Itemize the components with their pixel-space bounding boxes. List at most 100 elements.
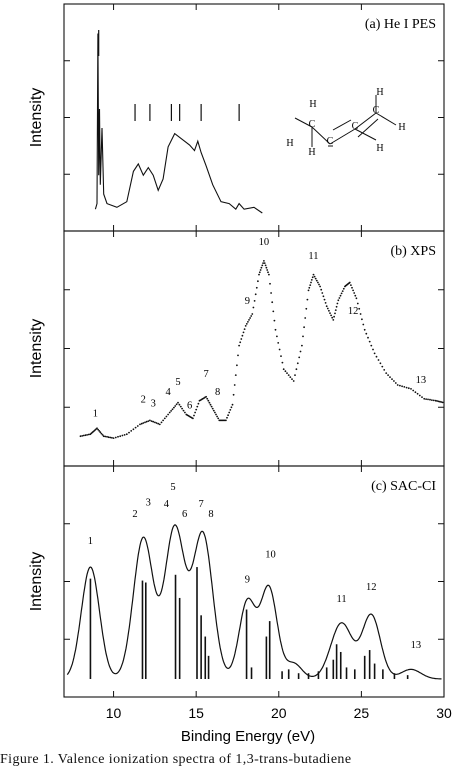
- xps-data-point: [255, 286, 258, 289]
- xps-data-point: [197, 402, 200, 405]
- xps-data-point: [245, 323, 248, 325]
- xps-data-point: [171, 408, 174, 411]
- xps-data-point: [267, 271, 269, 274]
- xps-data-point: [96, 427, 98, 430]
- xps-data-point: [441, 401, 444, 404]
- xps-data-point: [318, 283, 320, 286]
- xps-data-point: [177, 401, 179, 404]
- xps-data-point: [326, 307, 329, 310]
- xps-data-point: [278, 348, 281, 351]
- xps-data-point: [335, 305, 338, 308]
- xps-data-point: [211, 407, 214, 410]
- xps-data-point: [381, 365, 384, 368]
- xps-data-point: [79, 435, 82, 438]
- xps-data-point: [389, 376, 391, 378]
- xps-data-point: [258, 273, 260, 276]
- xps-data-point: [258, 271, 261, 274]
- xps-data-point: [238, 344, 241, 347]
- xps-data-point: [312, 273, 315, 276]
- peak-label: 5: [175, 377, 180, 388]
- xps-data-point: [193, 414, 195, 417]
- xps-data-point: [168, 411, 171, 414]
- xps-data-point: [205, 395, 208, 398]
- xps-data-point: [427, 398, 429, 401]
- xps-data-point: [308, 286, 311, 289]
- panel-title: (b) XPS: [390, 244, 436, 259]
- xps-data-point: [232, 393, 235, 396]
- xps-data-point: [379, 362, 382, 365]
- peak-label: 2: [132, 509, 137, 520]
- xps-data-point: [109, 436, 112, 439]
- xps-data-point: [144, 421, 146, 424]
- xps-data-point: [328, 309, 330, 312]
- xps-data-point: [98, 430, 101, 432]
- xps-data-point: [332, 319, 335, 321]
- xps-data-point: [260, 266, 263, 269]
- xps-data-point: [410, 388, 412, 390]
- xps-data-point: [175, 403, 178, 406]
- xps-data-point: [425, 398, 427, 400]
- xps-data-point: [429, 398, 431, 401]
- x-tick-label: 20: [271, 705, 287, 721]
- peak-label: 6: [187, 401, 192, 412]
- atom-label: H: [308, 147, 315, 158]
- xps-data-point: [298, 356, 301, 359]
- xps-data-point: [247, 321, 249, 323]
- xps-data-point: [117, 435, 119, 438]
- xps-data-point: [334, 309, 337, 311]
- peak-label: 4: [164, 499, 170, 510]
- xps-data-point: [412, 389, 415, 392]
- xps-data-point: [322, 295, 325, 298]
- xps-data-point: [317, 281, 319, 284]
- xps-data-point: [339, 294, 342, 297]
- xps-data-point: [372, 348, 374, 351]
- xps-data-point: [206, 397, 209, 400]
- xps-data-point: [165, 415, 168, 418]
- xps-data-point: [373, 352, 376, 355]
- xps-data-point: [418, 394, 421, 397]
- xps-data-point: [209, 403, 212, 406]
- xps-data-point: [323, 298, 326, 301]
- xps-data-point: [350, 284, 352, 286]
- xps-data-point: [155, 422, 158, 424]
- molecule-bond: [354, 112, 377, 130]
- xps-data-point: [423, 397, 426, 400]
- peak-label: 11: [337, 594, 347, 605]
- xps-data-point: [403, 386, 406, 388]
- molecule-bond: [329, 128, 356, 145]
- xps-data-point: [248, 319, 250, 321]
- xps-data-point: [284, 370, 287, 373]
- xps-data-point: [361, 318, 363, 321]
- xps-data-point: [385, 372, 388, 374]
- xps-data-point: [123, 434, 126, 436]
- atom-label: C: [373, 105, 380, 116]
- xps-data-point: [292, 380, 295, 382]
- xps-data-point: [365, 332, 368, 335]
- xps-data-point: [234, 374, 237, 376]
- xps-data-point: [104, 435, 107, 438]
- xps-data-point: [262, 262, 264, 264]
- xps-data-point: [214, 411, 216, 414]
- xps-data-point: [306, 298, 309, 301]
- peak-label: 8: [215, 387, 220, 398]
- xps-data-point: [269, 282, 271, 285]
- peak-label: 1: [93, 408, 98, 419]
- xps-data-point: [399, 384, 401, 387]
- xps-data-point: [259, 269, 262, 271]
- xps-data-point: [338, 297, 341, 299]
- xps-data-point: [273, 319, 276, 322]
- xps-data-point: [351, 286, 353, 289]
- xps-data-point: [289, 376, 292, 378]
- xps-data-point: [336, 302, 339, 305]
- xps-data-point: [252, 306, 255, 309]
- xps-data-point: [296, 362, 299, 365]
- xps-data-point: [325, 305, 328, 308]
- xps-data-point: [358, 307, 361, 310]
- xps-data-point: [257, 280, 259, 283]
- panel-frame: [63, 230, 445, 467]
- panel-title: (a) He I PES: [365, 17, 436, 32]
- xps-data-point: [227, 414, 230, 417]
- x-axis: 10 15 20 25 30 Binding Energy (eV): [106, 705, 452, 745]
- xps-data-point: [181, 407, 184, 410]
